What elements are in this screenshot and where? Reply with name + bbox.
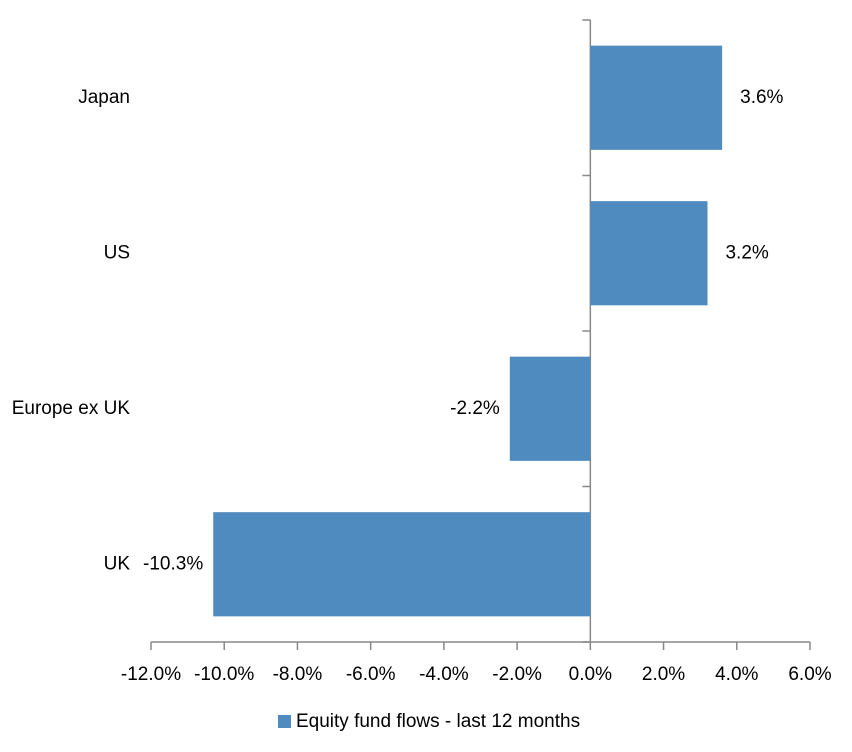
bar [590, 45, 723, 150]
value-label: -2.2% [450, 398, 500, 419]
x-tick-label: 0.0% [569, 664, 612, 685]
x-tick-label: -6.0% [346, 664, 396, 685]
category-label: US [104, 242, 130, 263]
bar [590, 201, 708, 306]
x-tick-label: -2.0% [492, 664, 542, 685]
x-tick-label: -10.0% [194, 664, 254, 685]
x-tick-label: -4.0% [419, 664, 469, 685]
x-tick-label: -8.0% [273, 664, 323, 685]
category-label: UK [104, 553, 131, 574]
category-label: Europe ex UK [12, 398, 131, 419]
category-label: Japan [78, 87, 130, 108]
value-label: 3.2% [725, 242, 768, 263]
bar [509, 356, 591, 461]
bar [213, 512, 591, 617]
legend-label: Equity fund flows - last 12 months [296, 711, 580, 732]
x-tick-label: 2.0% [642, 664, 685, 685]
value-label: 3.6% [740, 87, 783, 108]
value-label: -10.3% [143, 553, 203, 574]
legend-swatch [278, 715, 291, 728]
x-tick-label: -12.0% [121, 664, 181, 685]
x-tick-label: 6.0% [788, 664, 831, 685]
x-tick-label: 4.0% [715, 664, 758, 685]
